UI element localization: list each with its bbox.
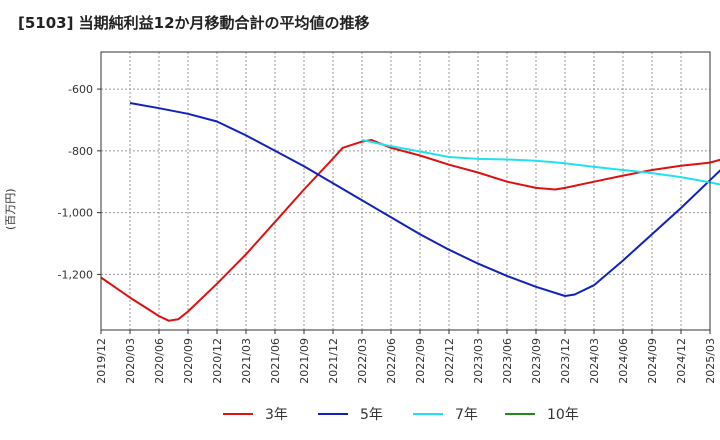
y-ticks: -600 -800 -1,000 -1,200 xyxy=(58,83,101,281)
legend-item-7年: 7年 xyxy=(413,407,478,423)
x-tick-label: 2023/09 xyxy=(530,338,543,384)
x-tick-label: 2025/03 xyxy=(704,338,717,384)
x-tick-label: 2021/03 xyxy=(240,338,253,384)
y-tick-label: -1,200 xyxy=(58,268,93,281)
x-tick-label: 2022/12 xyxy=(443,338,456,384)
legend-label: 5年 xyxy=(360,407,383,423)
legend-item-3年: 3年 xyxy=(223,407,288,423)
x-tick-label: 2019/12 xyxy=(95,338,108,384)
y-tick-label: -600 xyxy=(68,83,93,96)
x-tick-label: 2023/06 xyxy=(501,338,514,384)
x-tick-label: 2020/06 xyxy=(153,338,166,384)
x-tick-label: 2024/03 xyxy=(588,338,601,384)
x-tick-label: 2020/12 xyxy=(211,338,224,384)
x-tick-label: 2024/09 xyxy=(646,338,659,384)
x-tick-label: 2024/12 xyxy=(675,338,688,384)
chart-title: [5103] 当期純利益12か月移動合計の平均値の推移 xyxy=(18,14,370,32)
x-tick-label: 2023/03 xyxy=(472,338,485,384)
x-tick-label: 2023/12 xyxy=(559,338,572,384)
x-tick-label: 2021/12 xyxy=(327,338,340,384)
x-tick-label: 2022/09 xyxy=(414,338,427,384)
x-ticks: 2019/12 2020/03 2020/06 2020/09 2020/12 2021/… xyxy=(95,330,717,384)
plot-border xyxy=(100,51,711,331)
series-line-5年 xyxy=(129,102,720,297)
series-line-3年 xyxy=(100,139,720,322)
plot-frame xyxy=(100,51,711,331)
legend-label: 10年 xyxy=(547,407,579,423)
x-tick-label: 2022/06 xyxy=(385,338,398,384)
x-tick-label: 2021/09 xyxy=(298,338,311,384)
x-tick-label: 2020/03 xyxy=(124,338,137,384)
series-line-7年 xyxy=(361,139,720,186)
series-lines xyxy=(100,102,720,322)
y-tick-label: -800 xyxy=(68,145,93,158)
x-tick-label: 2022/03 xyxy=(356,338,369,384)
legend-item-10年: 10年 xyxy=(505,407,579,423)
legend-label: 7年 xyxy=(455,407,478,423)
x-tick-label: 2020/09 xyxy=(182,338,195,384)
legend: 3年 5年 7年 10年 xyxy=(223,407,579,423)
x-tick-label: 2021/06 xyxy=(269,338,282,384)
legend-label: 3年 xyxy=(265,407,288,423)
grid-lines xyxy=(100,52,711,330)
y-tick-label: -1,000 xyxy=(58,207,93,220)
x-tick-label: 2024/06 xyxy=(617,338,630,384)
legend-item-5年: 5年 xyxy=(318,407,383,423)
